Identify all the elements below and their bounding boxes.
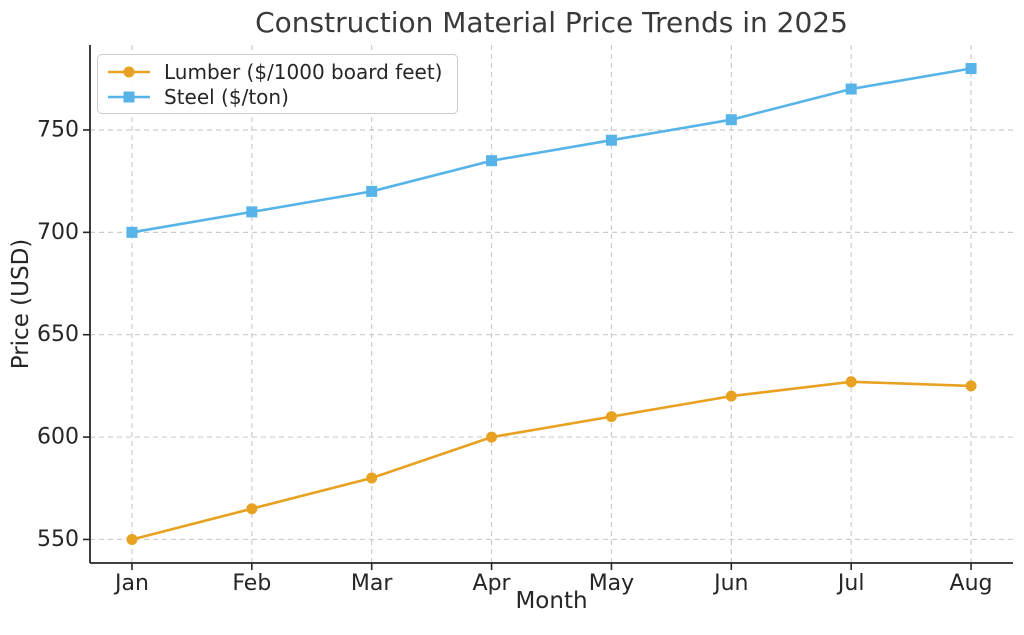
x-tick-label: Aug (950, 571, 993, 596)
y-tick-label: 650 (37, 322, 79, 347)
series-0-circle-marker (605, 411, 617, 423)
y-tick-label: 700 (37, 220, 79, 245)
x-tick-label: Jan (113, 571, 149, 596)
series-line-0 (131, 380, 972, 541)
series-line-1 (131, 67, 972, 234)
series-1-square-marker (126, 226, 138, 238)
x-tick-label: May (589, 571, 634, 596)
x-axis-label: Month (515, 588, 588, 614)
lumber-circle-marker-icon (108, 66, 150, 77)
series-1-square-marker (366, 185, 378, 197)
series-1-square-marker (725, 114, 737, 126)
y-tick-label: 550 (37, 527, 79, 552)
x-tick-label: Mar (351, 571, 393, 596)
series-0-circle-marker (366, 472, 378, 484)
legend-label-lumber: Lumber ($/1000 board feet) (164, 59, 443, 84)
series-0-circle-marker (845, 376, 857, 388)
x-tick-label: Jul (836, 571, 865, 596)
series-1-square-marker (246, 206, 258, 218)
series-0-circle-marker (965, 380, 977, 392)
series-0-circle-marker (486, 431, 498, 443)
y-tick-label: 600 (37, 425, 79, 450)
y-axis-label: Price (USD) (8, 238, 34, 370)
x-tick-label: Apr (473, 571, 512, 596)
legend-item-steel: Steel ($/ton) (107, 84, 442, 109)
series-0-circle-marker (126, 533, 138, 545)
chart-title: Construction Material Price Trends in 20… (255, 6, 848, 39)
x-tick-label: Feb (232, 571, 271, 596)
legend-item-lumber: Lumber ($/1000 board feet) (107, 59, 442, 84)
legend-label-steel: Steel ($/ton) (164, 84, 289, 109)
series-1-square-marker (965, 63, 977, 75)
series-1-square-marker (845, 83, 857, 95)
series-1-square-marker (605, 134, 617, 146)
steel-square-marker-icon (108, 91, 150, 102)
series-1-square-marker (486, 155, 498, 167)
series-0-circle-marker (725, 390, 737, 402)
legend: Lumber ($/1000 board feet) Steel ($/ton) (97, 54, 459, 114)
x-tick-label: Jun (712, 571, 748, 596)
series-0-circle-marker (246, 503, 258, 515)
y-tick-label: 750 (37, 117, 79, 142)
